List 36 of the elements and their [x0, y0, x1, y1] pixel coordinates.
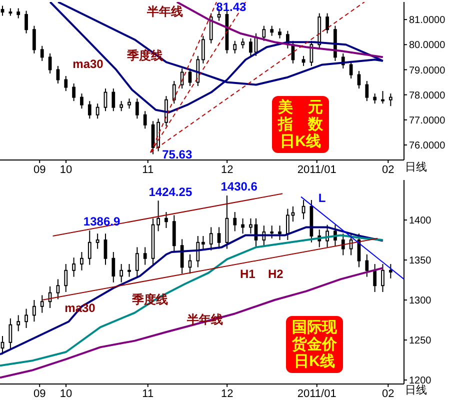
annotation: H1 [240, 267, 256, 281]
x-tick-label: 10 [60, 164, 72, 176]
series-label: L [318, 191, 326, 205]
y-tick-label: 1250 [409, 336, 432, 347]
x-tick-label: 10 [60, 388, 72, 400]
x-tick-label: 11 [142, 388, 154, 400]
x-tick-label: 09 [33, 388, 46, 400]
annotation: 1424.25 [148, 184, 192, 199]
y-tick-label: 1300 [409, 296, 432, 307]
annotation: H2 [268, 267, 284, 281]
annotation: 75.63 [162, 147, 192, 162]
x-tick-label: 09 [33, 164, 46, 176]
x-tick-label: 12 [220, 164, 234, 176]
y-tick-label: 76.0000 [409, 140, 446, 152]
x-tick-label: 11 [142, 164, 154, 176]
x-tick-label: 12 [220, 388, 234, 400]
annotation: 1386.9 [83, 214, 120, 229]
x-tick-label: 02 [382, 388, 394, 400]
text: 日线 [405, 160, 427, 174]
series-label: ma30 [72, 57, 104, 71]
annotation: 81.43 [216, 0, 247, 14]
y-tick-label: 78.0000 [409, 90, 446, 102]
text: 日线 [405, 384, 427, 398]
y-tick-label: 1350 [409, 256, 432, 267]
x-tick-label: 2011/01 [297, 164, 336, 176]
text: 美元指数日K线 [278, 99, 323, 150]
y-tick-label: 77.0000 [409, 115, 446, 126]
y-tick-label: 80.0000 [409, 40, 446, 52]
y-tick-label: 79.0000 [409, 65, 446, 76]
x-tick-label: 2011/01 [297, 388, 336, 400]
x-tick-label: 02 [382, 164, 394, 176]
y-tick-label: 1400 [409, 216, 432, 227]
annotation: 1430.6 [220, 180, 258, 194]
y-tick-label: 81.0000 [409, 15, 446, 26]
text: 国际现货金价日K线 [292, 319, 337, 370]
series-label: 半年线 [147, 4, 183, 20]
